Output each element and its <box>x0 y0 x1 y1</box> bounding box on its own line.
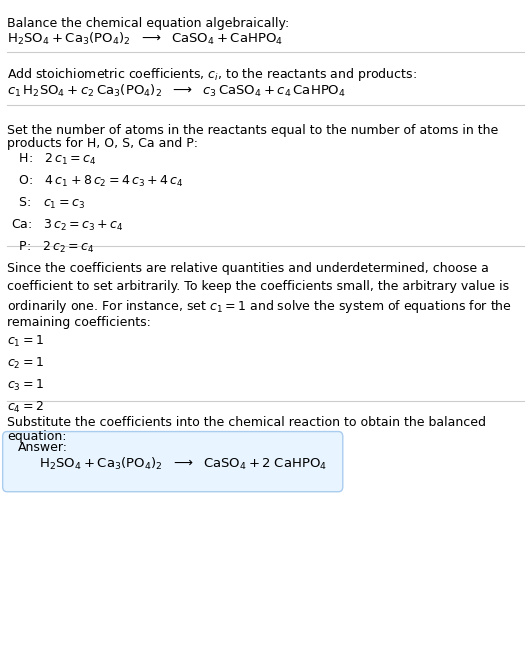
Text: $c_1\,\mathregular{H_2SO_4} + c_2\,\mathregular{Ca_3(PO_4)_2}$  $\longrightarrow: $c_1\,\mathregular{H_2SO_4} + c_2\,\math… <box>7 83 346 99</box>
Text: products for H, O, S, Ca and P:: products for H, O, S, Ca and P: <box>7 137 198 150</box>
Text: S:   $c_1 = c_3$: S: $c_1 = c_3$ <box>11 196 85 211</box>
Text: Substitute the coefficients into the chemical reaction to obtain the balanced: Substitute the coefficients into the che… <box>7 416 486 429</box>
Text: $c_3 = 1$: $c_3 = 1$ <box>7 378 44 393</box>
Text: Ca:   $3\,c_2 = c_3 + c_4$: Ca: $3\,c_2 = c_3 + c_4$ <box>11 218 123 233</box>
Text: Since the coefficients are relative quantities and underdetermined, choose a: Since the coefficients are relative quan… <box>7 262 489 275</box>
Text: ordinarily one. For instance, set $c_1 = 1$ and solve the system of equations fo: ordinarily one. For instance, set $c_1 =… <box>7 298 512 315</box>
Text: $\mathregular{H_2SO_4 + Ca_3(PO_4)_2}$  $\longrightarrow$  $\mathregular{CaSO_4 : $\mathregular{H_2SO_4 + Ca_3(PO_4)_2}$ $… <box>7 31 283 47</box>
Text: $c_2 = 1$: $c_2 = 1$ <box>7 356 44 371</box>
FancyBboxPatch shape <box>3 432 343 492</box>
Text: coefficient to set arbitrarily. To keep the coefficients small, the arbitrary va: coefficient to set arbitrarily. To keep … <box>7 280 509 293</box>
Text: Add stoichiometric coefficients, $c_i$, to the reactants and products:: Add stoichiometric coefficients, $c_i$, … <box>7 66 417 83</box>
Text: P:   $2\,c_2 = c_4$: P: $2\,c_2 = c_4$ <box>11 240 94 255</box>
Text: remaining coefficients:: remaining coefficients: <box>7 316 151 329</box>
Text: Set the number of atoms in the reactants equal to the number of atoms in the: Set the number of atoms in the reactants… <box>7 124 498 137</box>
Text: equation:: equation: <box>7 430 66 443</box>
Text: $c_4 = 2$: $c_4 = 2$ <box>7 400 43 415</box>
Text: H:   $2\,c_1 = c_4$: H: $2\,c_1 = c_4$ <box>11 152 96 167</box>
Text: $\mathregular{H_2SO_4 + Ca_3(PO_4)_2}$  $\longrightarrow$  $\mathregular{CaSO_4 : $\mathregular{H_2SO_4 + Ca_3(PO_4)_2}$ $… <box>39 456 327 472</box>
Text: Balance the chemical equation algebraically:: Balance the chemical equation algebraica… <box>7 17 289 30</box>
Text: $c_1 = 1$: $c_1 = 1$ <box>7 334 44 349</box>
Text: Answer:: Answer: <box>17 441 68 454</box>
Text: O:   $4\,c_1 + 8\,c_2 = 4\,c_3 + 4\,c_4$: O: $4\,c_1 + 8\,c_2 = 4\,c_3 + 4\,c_4$ <box>11 174 183 189</box>
